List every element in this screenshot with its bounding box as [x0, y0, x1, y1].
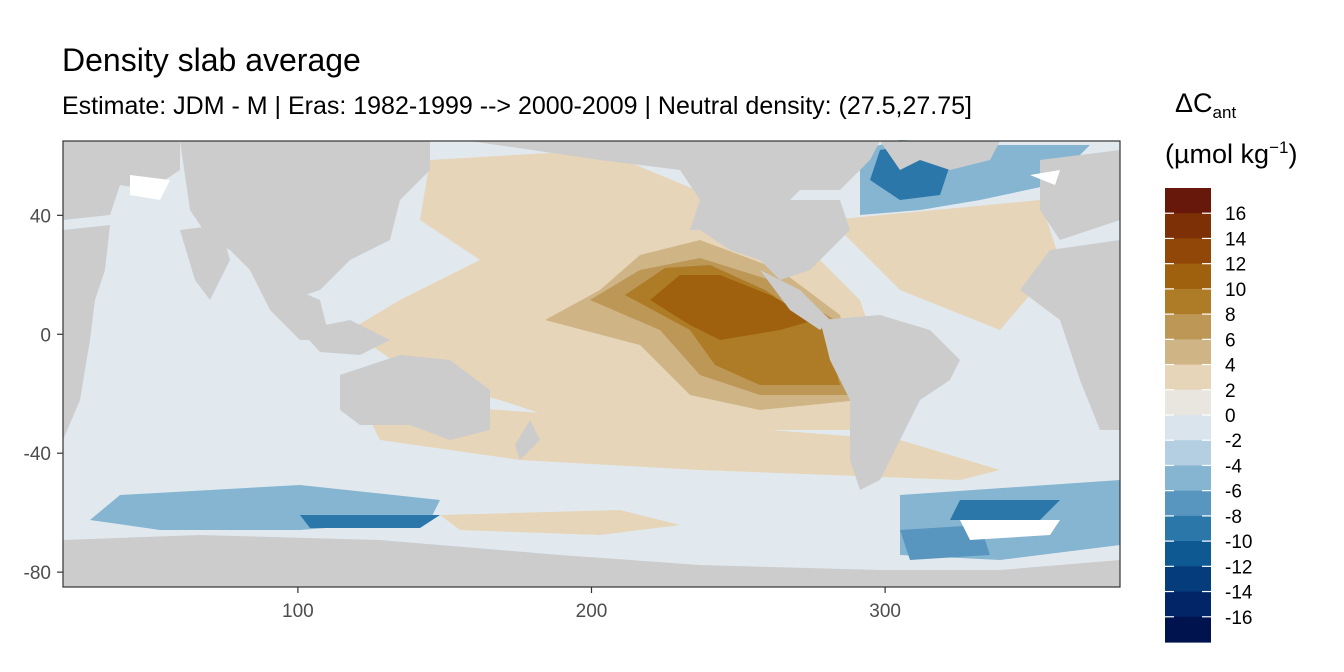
legend: ΔCant (µmol kg−1) 16 14 12 10 8 6 4 2 0 -2 -4 -6 -8 -10… [1165, 88, 1297, 643]
legend-swatch [1165, 364, 1211, 391]
legend-swatch [1165, 188, 1211, 214]
land-new-zealand [515, 420, 540, 460]
land-indonesia [300, 320, 390, 355]
legend-label: -2 [1225, 431, 1242, 452]
legend-label: -12 [1225, 557, 1252, 578]
land-se-asia [250, 270, 330, 340]
land-australia [340, 355, 490, 440]
legend-swatch [1165, 339, 1211, 366]
legend-swatch [1165, 238, 1211, 265]
land-europe [1040, 150, 1120, 240]
land-south-america [820, 315, 960, 490]
missing-patch-arctic [130, 175, 170, 200]
legend-swatch [1165, 541, 1211, 567]
legend-swatch [1165, 616, 1211, 643]
chart-subtitle: Estimate: JDM - M | Eras: 1982-1999 --> … [62, 92, 972, 120]
legend-swatch [1165, 389, 1211, 416]
legend-swatch [1165, 213, 1211, 240]
legend-title-subscript: ant [1213, 103, 1237, 122]
legend-swatch [1165, 566, 1211, 593]
legend-label: 4 [1225, 356, 1236, 377]
legend-label: -6 [1225, 482, 1242, 503]
legend-swatch [1165, 591, 1211, 618]
missing-patch-med [1030, 170, 1060, 185]
legend-swatch [1165, 415, 1211, 441]
legend-swatch [1165, 440, 1211, 467]
legend-label: 0 [1225, 406, 1236, 427]
legend-label: -4 [1225, 456, 1242, 477]
legend-swatch [1165, 288, 1211, 315]
x-tick-label: 300 [869, 601, 901, 622]
blue-southern-indian-core [300, 515, 440, 528]
y-tick-label: 40 [30, 206, 51, 227]
legend-label: -10 [1225, 532, 1252, 553]
legend-swatch [1165, 490, 1211, 517]
blue-southern-atlantic-core [950, 500, 1060, 520]
legend-title-unit: (µmol kg−1) [1165, 138, 1297, 169]
x-tick-label: 200 [576, 601, 608, 622]
y-tick-label: -80 [24, 563, 51, 584]
land-africa-arabia [63, 141, 180, 220]
tan-field-southern [440, 510, 680, 535]
land-north-america-east [700, 200, 850, 280]
land-india [180, 225, 230, 300]
legend-label: 8 [1225, 305, 1236, 326]
legend-title-symbol: ΔCant [1175, 88, 1236, 122]
legend-label: -16 [1225, 608, 1252, 629]
ochre-band-10-12 [650, 275, 815, 340]
map-panel [62, 140, 1121, 588]
land [63, 141, 1120, 587]
y-tick-label: -40 [24, 444, 51, 465]
legend-swatch [1165, 263, 1211, 290]
land-antarctica [63, 535, 1120, 587]
legend-label: 10 [1225, 280, 1246, 301]
legend-label: -8 [1225, 507, 1242, 528]
land-africa [63, 225, 110, 440]
land-eurasia [180, 141, 430, 300]
legend-label: 16 [1225, 204, 1246, 225]
x-tick-label: 100 [282, 601, 314, 622]
land-africa-east [1020, 240, 1120, 430]
legend-label: 6 [1225, 330, 1236, 351]
legend-swatch [1165, 314, 1211, 340]
legend-swatch [1165, 465, 1211, 492]
legend-label: -14 [1225, 583, 1253, 604]
chart-title: Density slab average [62, 42, 361, 78]
land-central-america [760, 270, 830, 330]
missing-patch-weddell [960, 520, 1060, 540]
tan-field-atlantic [830, 200, 1060, 330]
legend-label: 14 [1225, 229, 1247, 250]
legend-label: 12 [1225, 255, 1246, 276]
land-greenland [880, 141, 1000, 170]
legend-label: 2 [1225, 381, 1236, 402]
y-tick-label: 0 [40, 325, 51, 346]
legend-swatch [1165, 515, 1211, 542]
